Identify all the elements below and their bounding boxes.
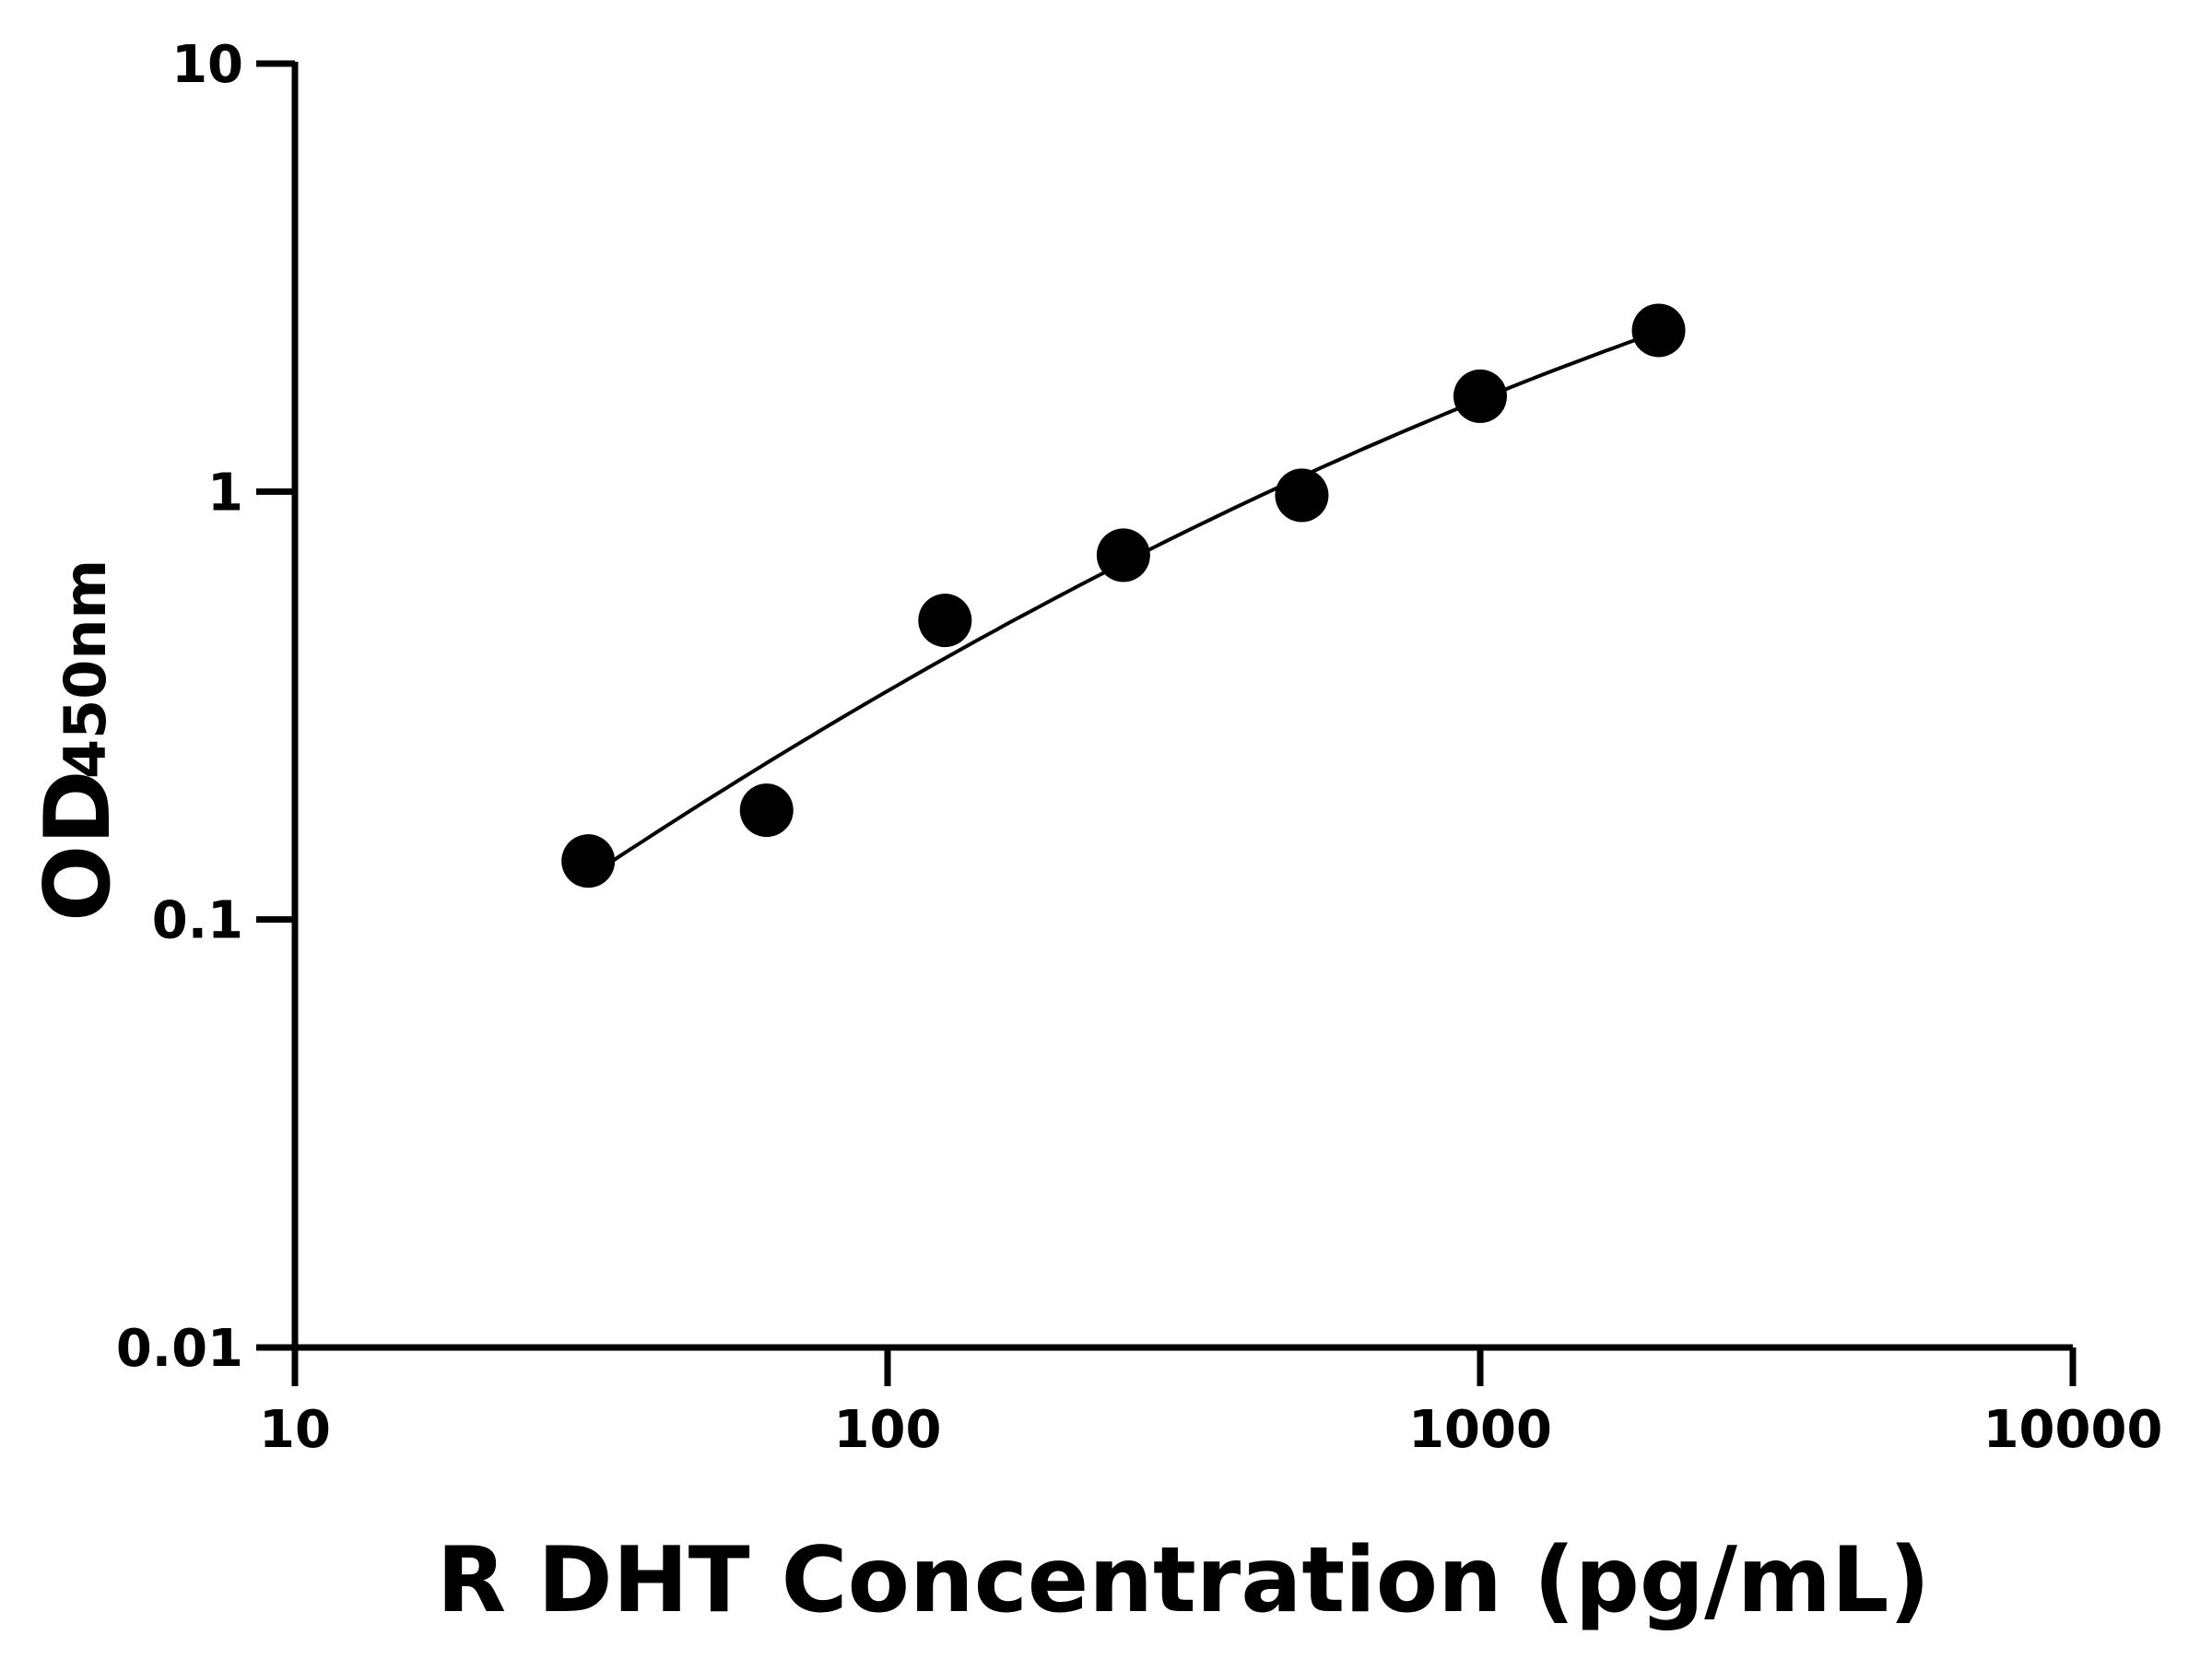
y-axis-label-main: OD [26,770,131,922]
x-tick-label: 1000 [1408,1400,1552,1460]
y-tick-label: 0.1 [152,891,243,951]
axes: 10 100 1000 10000 0.01 0.1 1 10 [116,35,2163,1460]
data-point [1631,303,1686,358]
data-point [1453,369,1507,423]
x-tick-label: 100 [834,1400,942,1460]
y-axis-label: OD 450nm [26,559,131,922]
y-tick-label: 0.01 [116,1319,243,1379]
data-point [918,594,972,648]
data-point [739,783,794,838]
x-tick-label: 10000 [1983,1400,2163,1460]
data-point [1275,468,1329,523]
y-tick-label: 10 [171,35,243,95]
y-axis-label-sub: 450nm [52,559,119,779]
data-point [561,834,616,888]
data-points [561,303,1686,888]
data-point [1096,528,1150,582]
x-axis-label: R DHT Concentration (pg/mL) [437,1528,1930,1633]
y-tick-label: 1 [207,463,243,523]
x-tick-label: 10 [259,1400,331,1460]
